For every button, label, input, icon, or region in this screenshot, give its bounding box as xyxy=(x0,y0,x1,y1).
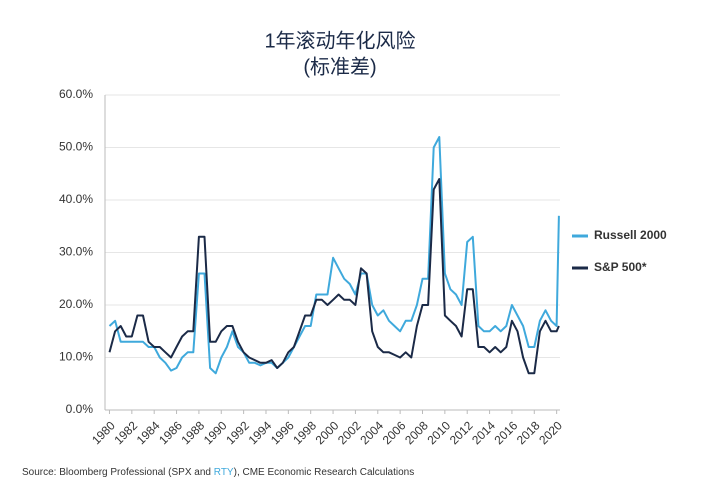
x-tick-label: 2020 xyxy=(536,418,565,447)
chart-title: 1年滚动年化风险 xyxy=(264,29,415,52)
series-line xyxy=(108,136,560,375)
x-tick-label: 1990 xyxy=(201,418,230,447)
x-tick-label: 2012 xyxy=(447,418,476,447)
x-tick-label: 2014 xyxy=(469,418,498,447)
x-tick-label: 1992 xyxy=(223,418,252,447)
series-line xyxy=(108,178,560,375)
source-link-text: RTY xyxy=(214,467,234,478)
source-text: ), CME Economic Research Calculations xyxy=(234,467,415,478)
source-note: Source: Bloomberg Professional (SPX and … xyxy=(22,467,414,478)
x-tick-label: 1984 xyxy=(134,418,163,447)
y-tick-label: 60.0% xyxy=(59,87,93,101)
source-text: Source: Bloomberg Professional (SPX and xyxy=(22,467,214,478)
x-tick-label: 1998 xyxy=(290,418,319,447)
y-tick-label: 0.0% xyxy=(66,402,94,416)
x-tick-label: 2010 xyxy=(424,418,453,447)
x-tick-label: 1980 xyxy=(89,418,118,447)
x-tick-label: 2004 xyxy=(357,418,386,447)
x-tick-label: 2006 xyxy=(380,418,409,447)
chart-subtitle: (标准差) xyxy=(303,55,376,78)
x-tick-label: 2016 xyxy=(492,418,521,447)
x-tick-label: 1986 xyxy=(156,418,185,447)
x-tick-label: 2008 xyxy=(402,418,431,447)
y-tick-label: 50.0% xyxy=(59,140,93,154)
legend-label: S&P 500* xyxy=(594,260,647,274)
legend-label: Russell 2000 xyxy=(594,228,667,242)
y-tick-label: 20.0% xyxy=(59,297,93,311)
x-tick-label: 1988 xyxy=(178,418,207,447)
x-tick-label: 2002 xyxy=(335,418,364,447)
x-tick-label: 1982 xyxy=(111,418,140,447)
y-tick-label: 30.0% xyxy=(59,245,93,259)
x-tick-label: 2000 xyxy=(313,418,342,447)
x-tick-label: 1994 xyxy=(246,418,275,447)
x-tick-label: 1996 xyxy=(268,418,297,447)
y-tick-label: 10.0% xyxy=(59,350,93,364)
x-tick-label: 2018 xyxy=(514,418,543,447)
y-tick-label: 40.0% xyxy=(59,192,93,206)
